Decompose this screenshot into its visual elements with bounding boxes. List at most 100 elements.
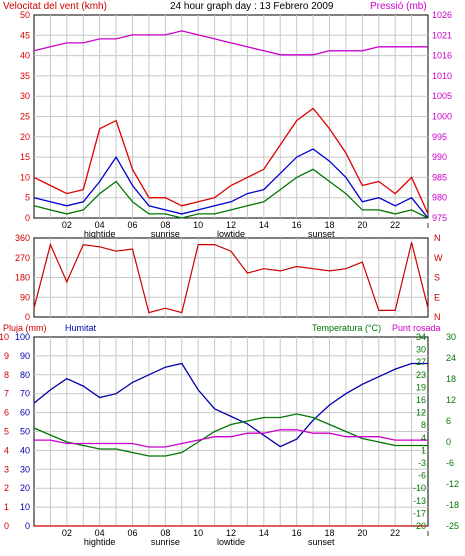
- p1-event-sunrise: sunrise: [151, 229, 180, 239]
- wind-axis-tick: 10: [20, 172, 30, 182]
- direction-deg-axis-tick: 0: [25, 312, 30, 322]
- rain-axis-tick: 10: [0, 332, 9, 342]
- wind-axis-tick: 50: [20, 10, 30, 20]
- rain-axis-tick: 2: [4, 483, 9, 493]
- temperature-axis-tick: -10: [413, 483, 426, 493]
- rain-axis-tick: 0: [4, 521, 9, 531]
- p1-hour-label: 06: [127, 220, 137, 230]
- temperature-axis-tick: -20: [413, 521, 426, 531]
- wind-gust-line: [33, 107, 429, 215]
- dewpoint-axis-tick: 6: [446, 416, 451, 426]
- wind-direction-line: [33, 242, 429, 314]
- p1-hour-label: 02: [62, 220, 72, 230]
- humidity-axis-tick: 30: [20, 464, 30, 474]
- temperature-axis-tick: -3: [418, 458, 426, 468]
- dewpoint-axis-tick: 12: [446, 395, 456, 405]
- temperature-axis-tick: 19: [416, 382, 426, 392]
- pressure-axis-tick: 1016: [432, 51, 452, 61]
- p3-hour-label: 12: [226, 528, 236, 538]
- humidity-axis-tick: 60: [20, 408, 30, 418]
- p3-hour-label: 16: [292, 528, 302, 538]
- dewpoint-axis-tick: -18: [446, 500, 459, 510]
- p1-event-hightide: hightide: [84, 229, 116, 239]
- p1-hour-label: 22: [390, 220, 400, 230]
- pressure-axis-tick: 1000: [432, 112, 452, 122]
- temperature-line: [33, 413, 428, 457]
- pressure-axis-label: Pressió (mb): [370, 1, 427, 12]
- dewpoint-axis-tick: 18: [446, 374, 456, 384]
- temperature-axis-tick: 23: [416, 370, 426, 380]
- temperature-axis-tick: 12: [416, 408, 426, 418]
- p3-hour-label: 14: [259, 528, 269, 538]
- dewpoint-axis-tick: -6: [446, 458, 454, 468]
- p3-event-sunrise: sunrise: [151, 537, 180, 547]
- temperature-axis-tick: 8: [421, 420, 426, 430]
- direction-deg-axis-tick: 180: [15, 273, 30, 283]
- p1-hour-label: 08: [160, 220, 170, 230]
- humidity-axis-tick: 70: [20, 389, 30, 399]
- pressure-axis-tick: 995: [432, 132, 447, 142]
- temperature-axis-label: Temperatura (°C): [312, 323, 381, 333]
- pressure-axis-tick: 990: [432, 152, 447, 162]
- temperature-axis-tick: 4: [421, 433, 426, 443]
- humidity-axis-tick: 80: [20, 370, 30, 380]
- pressure-axis-tick: 985: [432, 172, 447, 182]
- wind-axis-label: Velocitat del vent (kmh): [3, 1, 107, 12]
- temperature-axis-tick: 30: [416, 345, 426, 355]
- humidity-axis-tick: 100: [15, 332, 30, 342]
- dewpoint-axis-tick: -25: [446, 521, 459, 531]
- wind-axis-tick: 15: [20, 152, 30, 162]
- temperature-axis-tick: 16: [416, 395, 426, 405]
- wind-axis-tick: 45: [20, 30, 30, 40]
- wind-axis-tick: 25: [20, 112, 30, 122]
- p1-hour-label: 14: [259, 220, 269, 230]
- humidity-axis-tick: 40: [20, 445, 30, 455]
- p1-event-sunset: sunset: [308, 229, 335, 239]
- p1-hour-label: 04: [95, 220, 105, 230]
- direction-compass-axis-tick: W: [434, 253, 443, 263]
- rain-axis-tick: 6: [4, 408, 9, 418]
- rain-axis-label: Pluja (mm): [3, 323, 47, 333]
- p3-hour-label: 08: [160, 528, 170, 538]
- p1-hour-end: ı: [427, 220, 430, 230]
- rain-axis-tick: 4: [4, 445, 9, 455]
- wind-axis-tick: 30: [20, 91, 30, 101]
- wind-axis-tick: 35: [20, 71, 30, 81]
- humidity-axis-tick: 10: [20, 502, 30, 512]
- rain-axis-tick: 7: [4, 389, 9, 399]
- wind-average-line: [33, 148, 429, 219]
- p3-event-lowtide: lowtide: [217, 537, 245, 547]
- humidity-axis-tick: 20: [20, 483, 30, 493]
- p1-hour-label: 12: [226, 220, 236, 230]
- wind-min-line: [33, 168, 429, 219]
- temperature-axis-tick: 27: [416, 357, 426, 367]
- dewpoint-axis-tick: -12: [446, 479, 459, 489]
- pressure-line: [33, 30, 428, 56]
- temperature-axis-tick: 34: [416, 332, 426, 342]
- humidity-axis-label: Humitat: [65, 323, 97, 333]
- pressure-axis-tick: 1010: [432, 71, 452, 81]
- p3-hour-end: ı: [427, 528, 430, 538]
- dewpoint-line: [34, 429, 428, 448]
- p1-hour-label: 16: [292, 220, 302, 230]
- direction-compass-axis-tick: E: [434, 292, 440, 302]
- p3-event-hightide: hightide: [84, 537, 116, 547]
- rain-axis-tick: 5: [4, 427, 9, 437]
- pressure-axis-tick: 1021: [432, 30, 452, 40]
- direction-deg-axis-tick: 360: [15, 233, 30, 243]
- pressure-axis-tick: 1026: [432, 10, 452, 20]
- direction-compass-axis-tick: N: [434, 312, 441, 322]
- p1-hour-label: 20: [357, 220, 367, 230]
- humidity-line: [33, 362, 428, 448]
- rain-axis-tick: 1: [4, 502, 9, 512]
- direction-compass-axis-tick: S: [434, 273, 440, 283]
- chart-header: Velocitat del vent (kmh) 24 hour graph d…: [0, 0, 465, 14]
- pressure-axis-tick: 1005: [432, 91, 452, 101]
- humidity-axis-tick: 90: [20, 351, 30, 361]
- rain-axis-tick: 9: [4, 351, 9, 361]
- p1-hour-label: 10: [193, 220, 203, 230]
- wind-axis-tick: 5: [25, 193, 30, 203]
- p1-hour-label: 18: [324, 220, 334, 230]
